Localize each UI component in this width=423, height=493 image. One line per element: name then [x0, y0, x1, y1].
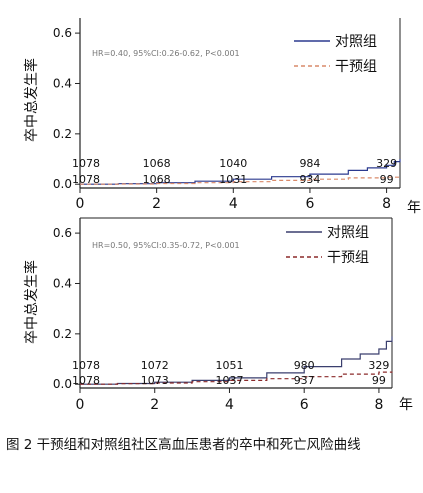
series-line-intervention [80, 371, 393, 385]
risk-count-intervention: 1068 [143, 173, 171, 186]
risk-count-intervention: 1037 [215, 374, 243, 387]
risk-count-control: 329 [368, 359, 389, 372]
risk-count-control: 1078 [72, 359, 100, 372]
risk-count-control: 1078 [72, 157, 100, 170]
series-line-control [80, 336, 393, 385]
risk-count-intervention: 937 [294, 374, 315, 387]
hazard-ratio-annotation: HR=0.40, 95%CI:0.26-0.62, P<0.001 [92, 49, 240, 58]
risk-count-intervention: 1073 [141, 374, 169, 387]
y-tick-label: 0.6 [53, 226, 72, 240]
risk-count-control: 1072 [141, 359, 169, 372]
risk-count-control: 1051 [215, 359, 243, 372]
chart-panel-2: 0.0 0.2 0.4 0.6 0 2 4 6 8 年 卒中总发生率 HR=0.50, 95%CI:0… [23, 217, 413, 413]
x-tick-label: 2 [150, 397, 159, 413]
risk-count-control: 984 [299, 157, 320, 170]
x-tick-label: 4 [229, 196, 238, 212]
risk-count-control: 1068 [143, 157, 171, 170]
legend-label: 对照组 [327, 225, 369, 241]
y-tick-label: 0.0 [53, 377, 72, 391]
y-axis-label: 卒中总发生率 [23, 58, 40, 142]
x-tick-label: 6 [305, 196, 314, 212]
x-tick-label: 8 [382, 196, 391, 212]
y-axis-label: 卒中总发生率 [23, 260, 40, 344]
x-tick-label: 6 [300, 397, 309, 413]
x-tick-label: 0 [76, 196, 85, 212]
x-tick-label: 8 [374, 397, 383, 413]
risk-count-intervention: 99 [380, 173, 394, 186]
y-tick-label: 0.6 [53, 26, 72, 40]
risk-count-intervention: 99 [372, 374, 386, 387]
x-axis-unit: 年 [407, 200, 421, 216]
risk-count-control: 980 [294, 359, 315, 372]
legend-label: 干预组 [335, 59, 377, 75]
x-tick-label: 4 [225, 397, 234, 413]
y-tick-label: 0.4 [53, 76, 72, 90]
series-line-intervention [80, 176, 401, 185]
risk-count-intervention: 934 [299, 173, 320, 186]
y-tick-label: 0.0 [53, 177, 72, 191]
x-axis-unit: 年 [399, 397, 413, 413]
risk-count-intervention: 1078 [72, 173, 100, 186]
risk-count-intervention: 1078 [72, 374, 100, 387]
legend-label: 对照组 [335, 34, 377, 50]
risk-count-control: 329 [376, 157, 397, 170]
legend-label: 干预组 [327, 250, 369, 266]
x-tick-label: 0 [76, 397, 85, 413]
y-tick-label: 0.2 [53, 327, 72, 341]
y-tick-label: 0.2 [53, 127, 72, 141]
hazard-ratio-annotation: HR=0.50, 95%CI:0.35-0.72, P<0.001 [92, 241, 240, 250]
chart-panel-1: 0.0 0.2 0.4 0.6 0 2 4 6 8 年 卒中总发生率 HR=0.40, 95%CI:0… [23, 18, 421, 216]
figure-caption: 图 2 干预组和对照组社区高血压患者的卒中和死亡风险曲线 [6, 437, 361, 453]
y-tick-label: 0.4 [53, 276, 72, 290]
risk-count-intervention: 1031 [219, 173, 247, 186]
x-tick-label: 2 [152, 196, 161, 212]
risk-count-control: 1040 [219, 157, 247, 170]
